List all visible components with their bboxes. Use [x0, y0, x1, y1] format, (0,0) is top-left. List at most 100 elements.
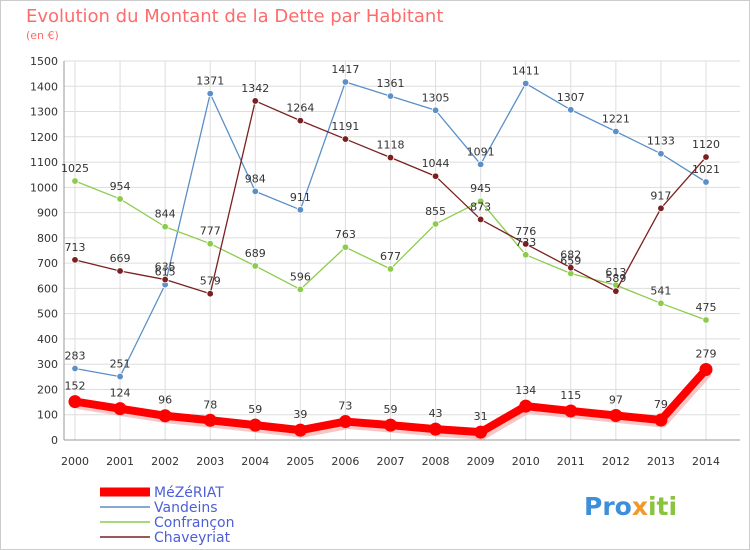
data-label: 78: [203, 398, 217, 411]
data-label: 669: [110, 252, 131, 265]
y-tick-label: 1000: [30, 181, 58, 194]
legend-label: Vandeins: [154, 500, 218, 516]
data-label: 689: [245, 247, 266, 260]
data-label: 579: [200, 275, 221, 288]
data-label: 1305: [422, 91, 450, 104]
data-point: [251, 97, 259, 105]
svg-text:Proxiti: Proxiti: [584, 492, 677, 521]
data-point: [657, 204, 665, 213]
data-point: [68, 395, 82, 409]
x-tick-label: 2006: [331, 455, 359, 468]
data-point: [702, 316, 710, 324]
data-label: 777: [200, 225, 221, 238]
data-label: 954: [110, 180, 131, 193]
data-point: [206, 239, 214, 248]
data-label: 279: [696, 348, 717, 361]
data-label: 917: [650, 189, 671, 202]
x-tick-label: 2013: [647, 455, 675, 468]
data-label: 733: [515, 236, 536, 249]
data-label: 1191: [331, 120, 359, 133]
data-label: 1342: [241, 82, 269, 95]
data-point: [702, 178, 710, 186]
data-label: 1361: [377, 77, 405, 90]
y-tick-label: 0: [51, 434, 58, 447]
data-point: [341, 243, 350, 251]
data-label: 1417: [331, 63, 359, 76]
data-label: 1025: [61, 162, 89, 175]
y-tick-label: 300: [37, 358, 58, 371]
series-0: [68, 363, 713, 440]
y-tick-label: 500: [37, 308, 58, 321]
data-point: [567, 106, 575, 114]
data-label: 1021: [692, 163, 720, 176]
data-point: [699, 363, 713, 377]
data-point: [654, 413, 668, 427]
y-tick-label: 900: [37, 207, 58, 220]
data-point: [116, 372, 124, 381]
data-point: [386, 92, 395, 100]
data-label: 873: [470, 200, 491, 213]
data-point: [341, 78, 350, 86]
data-point: [612, 287, 620, 295]
y-tick-label: 600: [37, 282, 58, 295]
data-label: 659: [560, 254, 581, 267]
data-label: 59: [248, 403, 262, 416]
data-point: [341, 135, 350, 143]
data-point: [116, 267, 124, 275]
data-point: [564, 404, 578, 418]
y-tick-label: 400: [37, 333, 58, 346]
data-point: [206, 290, 214, 298]
data-label: 1133: [647, 135, 675, 148]
y-tick-label: 1100: [30, 156, 58, 169]
legend-label: Chaveyriat: [154, 530, 231, 546]
x-tick-label: 2009: [467, 455, 495, 468]
data-point: [386, 153, 395, 162]
x-tick-label: 2011: [557, 455, 585, 468]
data-label: 1411: [512, 64, 540, 77]
data-label: 96: [158, 394, 172, 407]
data-label: 79: [654, 398, 668, 411]
x-tick-label: 2010: [512, 455, 540, 468]
data-labels: 283 251 615 1371 984 911 1417 1361 1305 1091 1411 1…: [61, 63, 720, 423]
series-3: [71, 97, 710, 298]
data-label: 613: [605, 266, 626, 279]
data-point: [248, 418, 262, 432]
data-label: 677: [380, 250, 401, 263]
data-label: 43: [429, 407, 443, 420]
data-point: [522, 79, 530, 88]
x-tick-label: 2001: [106, 455, 134, 468]
data-point: [158, 409, 172, 423]
x-tick-label: 2014: [692, 455, 720, 468]
chart-title: Evolution du Montant de la Dette par Hab…: [26, 6, 443, 27]
data-label: 855: [425, 205, 446, 218]
y-tick-label: 200: [37, 383, 58, 396]
data-point: [474, 425, 488, 439]
data-label: 1091: [467, 145, 495, 158]
data-point: [71, 177, 79, 185]
data-label: 635: [155, 261, 176, 274]
data-label: 776: [515, 225, 536, 238]
data-point: [161, 223, 169, 231]
axes: 0 100 200 300 400 500 600 700 800 900 1000 1100 1200…: [30, 55, 740, 468]
series-2: [71, 177, 710, 324]
data-point: [161, 275, 169, 284]
data-point: [206, 89, 214, 98]
y-tick-label: 800: [37, 232, 58, 245]
data-point: [384, 418, 397, 432]
data-label: 984: [245, 172, 266, 185]
data-label: 251: [110, 358, 131, 371]
data-label: 134: [515, 384, 536, 397]
data-label: 844: [155, 208, 176, 221]
data-point: [293, 423, 307, 437]
y-tick-label: 100: [37, 409, 58, 422]
data-label: 945: [470, 182, 491, 195]
data-label: 39: [293, 408, 307, 421]
data-point: [522, 251, 530, 259]
data-point: [609, 408, 623, 422]
x-tick-label: 2012: [602, 455, 630, 468]
data-label: 763: [335, 228, 356, 241]
data-point: [567, 263, 575, 272]
logo-part2: x: [632, 492, 648, 521]
